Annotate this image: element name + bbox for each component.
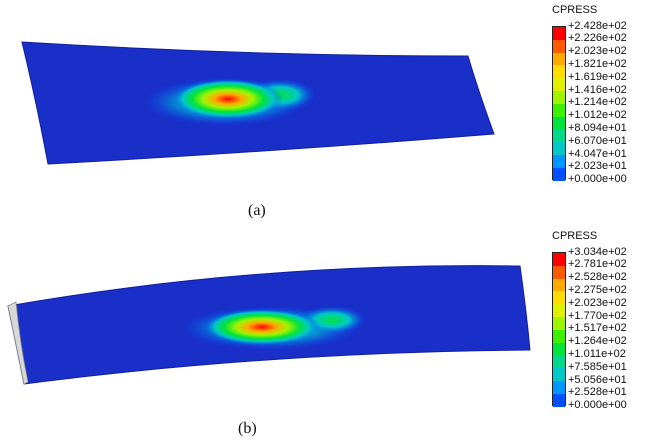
legend-color-cell bbox=[553, 154, 565, 168]
shell-edge-face-b bbox=[7, 301, 29, 385]
legend-value-label: +2.226e+02 bbox=[568, 32, 627, 45]
legend-color-cell bbox=[553, 355, 565, 369]
legend-value-label: +1.517e+02 bbox=[568, 322, 627, 335]
legend-color-cell bbox=[553, 142, 565, 155]
legend-color-cell bbox=[553, 342, 565, 356]
legend-color-cell bbox=[553, 304, 565, 317]
legend-color-cell bbox=[553, 265, 565, 279]
legend-color-cell bbox=[553, 316, 565, 330]
legend-value-label: +1.619e+02 bbox=[568, 70, 627, 83]
panel-b: CPRESS +3.034e+02 +2.781e+02 +2.528e+02 +2.… bbox=[0, 226, 668, 440]
legend-value-label: +1.214e+02 bbox=[568, 96, 627, 109]
legend-colorbar bbox=[552, 26, 566, 181]
legend-value-label: +2.528e+02 bbox=[568, 271, 627, 284]
legend-value-label: +2.023e+02 bbox=[568, 45, 627, 58]
legend-value-label: +1.264e+02 bbox=[568, 335, 627, 348]
legend-value-label: +1.012e+02 bbox=[568, 109, 627, 122]
legend-color-cell bbox=[553, 52, 565, 66]
pressure-hotspot-a-core bbox=[173, 79, 283, 119]
legend-value-label: +8.094e+01 bbox=[568, 121, 627, 134]
legend-colorbar bbox=[552, 252, 566, 407]
legend-color-cell bbox=[553, 393, 565, 407]
contact-pressure-plot-a bbox=[21, 41, 495, 165]
legend-value-label: +5.056e+01 bbox=[568, 373, 627, 386]
legend-value-label: +6.070e+01 bbox=[568, 134, 627, 147]
legend-value-label: +2.023e+02 bbox=[568, 296, 627, 309]
legend-color-cell bbox=[553, 65, 565, 79]
legend-value-label: +1.770e+02 bbox=[568, 309, 627, 322]
legend-value-label: +2.528e+01 bbox=[568, 386, 627, 399]
legend-color-cell bbox=[553, 27, 565, 40]
legend-color-cell bbox=[553, 103, 565, 117]
legend-color-cell bbox=[553, 368, 565, 381]
contact-pressure-plot-b bbox=[7, 265, 531, 385]
legend-title: CPRESS bbox=[552, 4, 598, 16]
legend-value-label: +3.034e+02 bbox=[568, 245, 627, 258]
panel-a: CPRESS +2.428e+02 +2.226e+02 +2.023e+02 +1.… bbox=[21, 4, 627, 219]
legend-value-label: +1.011e+02 bbox=[568, 347, 626, 360]
legend-value-label: +7.585e+01 bbox=[568, 360, 627, 373]
legend-value-label: +2.023e+01 bbox=[568, 160, 627, 173]
legend-color-cell bbox=[553, 90, 565, 104]
pressure-hotspot-b-core bbox=[204, 309, 320, 345]
legend-color-cell bbox=[553, 39, 565, 53]
legend-value-label: +2.428e+02 bbox=[568, 19, 627, 32]
panel-caption: (a) bbox=[248, 202, 266, 219]
legend-value-label: +1.416e+02 bbox=[568, 83, 627, 96]
legend-value-label: +4.047e+01 bbox=[568, 147, 627, 160]
legend-title: CPRESS bbox=[552, 230, 598, 242]
legend-color-cell bbox=[553, 129, 565, 143]
legend-value-label: +0.000e+00 bbox=[568, 399, 627, 412]
legend-color-cell bbox=[553, 167, 565, 181]
legend-color-cell bbox=[553, 116, 565, 130]
legend-color-cell bbox=[553, 329, 565, 343]
legend-color-cell bbox=[553, 291, 565, 305]
legend-color-cell bbox=[553, 278, 565, 292]
legend-color-cell bbox=[553, 380, 565, 394]
legend-color-cell bbox=[553, 253, 565, 266]
legend-value-label: +1.821e+02 bbox=[568, 57, 627, 70]
panel-caption: (b) bbox=[238, 420, 257, 437]
legend-value-label: +2.275e+02 bbox=[568, 283, 627, 296]
legend-value-label: +2.781e+02 bbox=[568, 258, 627, 271]
legend-value-label: +0.000e+00 bbox=[568, 173, 627, 186]
legend-color-cell bbox=[553, 78, 565, 91]
